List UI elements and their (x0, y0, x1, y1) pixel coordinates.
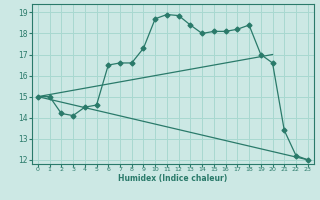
X-axis label: Humidex (Indice chaleur): Humidex (Indice chaleur) (118, 174, 228, 183)
